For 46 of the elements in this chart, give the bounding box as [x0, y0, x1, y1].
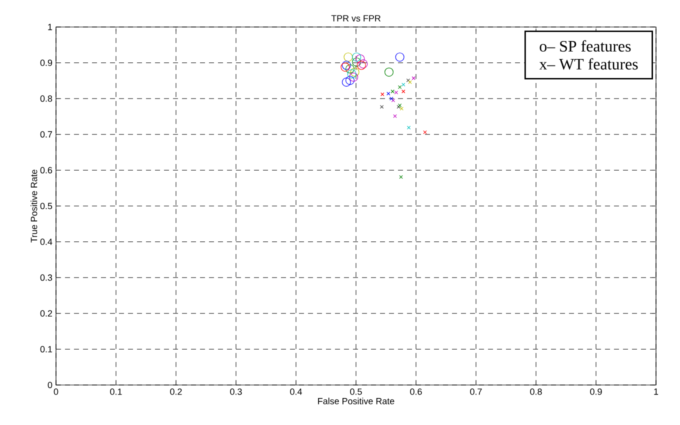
- point: [346, 64, 355, 74]
- y-tick-label: 0.8: [40, 95, 52, 102]
- x-tick-label: 0.6: [410, 388, 422, 395]
- point: [347, 69, 356, 78]
- y-tick-label: 0.3: [40, 274, 52, 281]
- y-tick-label: 0.2: [40, 310, 52, 317]
- x-tick-label: 0.4: [290, 388, 302, 395]
- x-tick-label: 0.2: [170, 388, 182, 395]
- x-tick-label: 0.9: [590, 388, 602, 395]
- y-tick-label: 0.9: [40, 60, 52, 66]
- y-tick-label: 0.4: [40, 238, 52, 245]
- point: [352, 52, 362, 62]
- y-axis-title: True Positive Rate: [30, 170, 38, 243]
- point: [393, 114, 397, 118]
- point: [423, 130, 427, 134]
- point: [380, 92, 384, 96]
- point: [350, 68, 360, 77]
- y-tick-label: 0: [48, 382, 52, 388]
- x-tick-label: 0.7: [470, 388, 482, 395]
- point: [395, 52, 404, 62]
- point: [356, 54, 365, 64]
- point: [398, 85, 402, 89]
- y-tick-label: 0.6: [40, 167, 52, 174]
- y-tick-label: 1: [48, 24, 52, 30]
- y-tick-label: 0.7: [40, 131, 52, 138]
- x-tick-label: 0.3: [230, 388, 242, 395]
- point: [344, 52, 353, 62]
- y-tick-label: 0.5: [40, 202, 52, 210]
- point: [412, 76, 416, 80]
- y-tick-label: 0.1: [40, 346, 52, 352]
- x-tick-label: 0: [54, 388, 58, 395]
- x-axis-title: False Positive Rate: [318, 398, 394, 404]
- x-tick-label: 0.1: [110, 388, 122, 395]
- point: [342, 78, 351, 87]
- point: [349, 72, 358, 82]
- point: [346, 76, 355, 85]
- annotation: x– WT features: [539, 58, 638, 70]
- chart-title: TPR vs FPR: [331, 15, 380, 22]
- point: [394, 90, 398, 94]
- point: [352, 58, 362, 67]
- point: [384, 68, 394, 77]
- x-tick-label: 0.5: [350, 388, 362, 395]
- x-tick-label: 1: [654, 388, 658, 395]
- x-tick-label: 0.8: [530, 388, 542, 395]
- annotation: o– SP features: [540, 40, 631, 52]
- point: [406, 126, 411, 130]
